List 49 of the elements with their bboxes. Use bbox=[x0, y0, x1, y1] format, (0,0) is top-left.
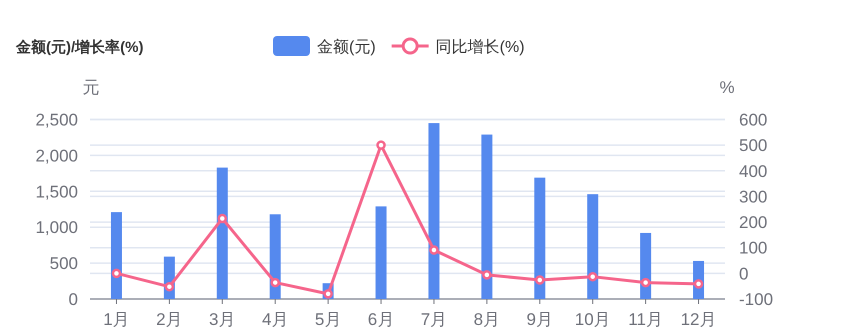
x-tick-label: 9月 bbox=[526, 310, 554, 329]
y2-tick-label: 200 bbox=[739, 213, 768, 232]
y2-tick-label: 0 bbox=[739, 264, 748, 284]
y-axis-title: 元 bbox=[82, 78, 100, 97]
bar bbox=[216, 168, 228, 299]
y2-tick-label: -100 bbox=[739, 290, 774, 309]
point bbox=[482, 270, 492, 280]
x-tick-label: 5月 bbox=[314, 310, 342, 329]
y2-tick-label: 100 bbox=[739, 238, 768, 258]
y2-tick-label: 600 bbox=[739, 110, 768, 130]
y2-tick-label: 500 bbox=[739, 136, 768, 156]
x-tick-label: 7月 bbox=[420, 310, 448, 329]
bar bbox=[270, 214, 281, 299]
point bbox=[588, 272, 598, 282]
y-tick-label: 2,500 bbox=[35, 110, 78, 130]
point bbox=[218, 214, 228, 224]
bar bbox=[587, 194, 598, 299]
legend-label: 金额(元) bbox=[317, 38, 376, 56]
chart-title: 金额(元)/增长率(%) bbox=[15, 38, 144, 56]
x-tick-label: 12月 bbox=[680, 310, 717, 329]
point bbox=[164, 282, 174, 292]
y-tick-label: 1,500 bbox=[35, 182, 78, 202]
x-tick-label: 6月 bbox=[368, 310, 394, 329]
bar bbox=[481, 134, 492, 299]
point bbox=[112, 268, 122, 278]
y-tick-label: 0 bbox=[68, 290, 78, 309]
y-tick-label: 2,000 bbox=[35, 146, 78, 166]
bar bbox=[428, 123, 440, 299]
y2-tick-label: 300 bbox=[739, 187, 768, 206]
legend-label: 同比增长(%) bbox=[436, 38, 525, 56]
y2-tick-label: 400 bbox=[739, 162, 768, 181]
x-tick-label: 2月 bbox=[156, 310, 183, 329]
point bbox=[535, 275, 545, 285]
y-tick-label: 500 bbox=[50, 254, 78, 274]
x-tick-label: 3月 bbox=[209, 310, 236, 329]
point bbox=[429, 245, 439, 255]
y2-axis-title: % bbox=[719, 78, 735, 97]
bar bbox=[110, 212, 122, 299]
bar bbox=[534, 178, 546, 299]
x-tick-label: 8月 bbox=[474, 310, 500, 329]
point bbox=[270, 278, 280, 288]
y-tick-label: 1,000 bbox=[35, 218, 78, 238]
point bbox=[376, 140, 386, 150]
bar bbox=[376, 206, 387, 299]
x-tick-label: 1月 bbox=[103, 310, 130, 329]
x-tick-label: 10月 bbox=[574, 310, 611, 329]
x-tick-label: 4月 bbox=[262, 310, 288, 329]
x-tick-label: 11月 bbox=[628, 310, 663, 329]
point bbox=[640, 278, 650, 288]
